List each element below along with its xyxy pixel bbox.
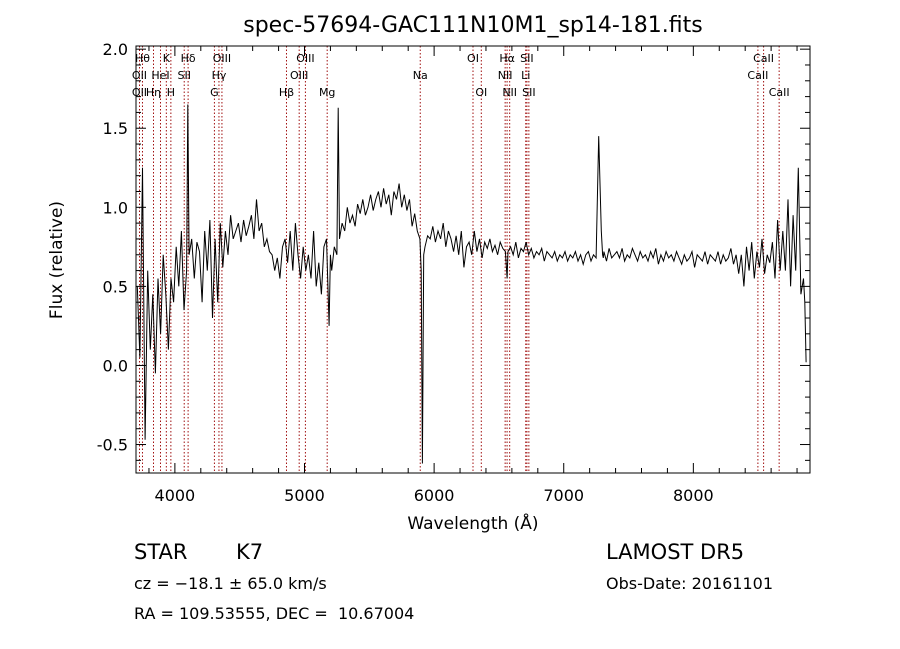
plot-frame	[135, 45, 811, 474]
x-tick-label: 6000	[414, 486, 455, 505]
line-marker-label: Li	[521, 69, 530, 82]
line-marker-label: SII	[522, 86, 535, 99]
observation-date: Obs-Date: 20161101	[606, 574, 774, 593]
line-marker-label: Hθ	[135, 52, 150, 65]
line-marker-label: SII	[520, 52, 533, 65]
line-marker-label: H	[167, 86, 175, 99]
line-marker-label: Hη	[146, 86, 161, 99]
line-marker-label: CaII	[769, 86, 790, 99]
y-tick-label: -0.5	[97, 436, 128, 455]
x-tick-label: 8000	[673, 486, 714, 505]
x-tick-label: 5000	[284, 486, 325, 505]
chart-title: spec-57694-GAC111N10M1_sp14-181.fits	[243, 13, 703, 38]
y-tick-label: 1.0	[103, 198, 128, 217]
spectrum-line	[136, 104, 807, 464]
x-axis-label: Wavelength (Å)	[407, 512, 538, 534]
y-tick-label: 1.5	[103, 119, 128, 138]
line-marker-label: OIII	[296, 52, 314, 65]
sky-coordinates: RA = 109.53555, DEC = 10.67004	[134, 604, 415, 623]
line-marker-label: OII	[132, 69, 147, 82]
redshift-velocity: cz = −18.1 ± 65.0 km/s	[134, 574, 327, 593]
emission-line-labels: HθOIIOIIHηHeIKHSIIHδGHγOIIIHβOIIIOIIIMgN…	[132, 52, 790, 99]
x-tick-label: 7000	[543, 486, 584, 505]
object-class: STAR	[134, 540, 188, 564]
line-marker-label: OI	[475, 86, 487, 99]
line-marker-label: OI	[467, 52, 479, 65]
survey-name: LAMOST DR5	[606, 540, 745, 564]
x-tick-label: 4000	[155, 486, 196, 505]
line-marker-label: Na	[413, 69, 428, 82]
line-marker-label: CaII	[747, 69, 768, 82]
line-marker-label: CaII	[753, 52, 774, 65]
line-marker-label: G	[210, 86, 219, 99]
line-marker-label: HeI	[151, 69, 169, 82]
y-axis-label: Flux (relative)	[47, 201, 67, 319]
line-marker-label: OIII	[290, 69, 308, 82]
line-marker-label: Mg	[319, 86, 335, 99]
y-tick-label: 2.0	[103, 40, 128, 59]
line-marker-label: Hβ	[279, 86, 294, 99]
y-tick-label: 0.0	[103, 356, 128, 375]
line-marker-label: OIII	[213, 52, 231, 65]
line-marker-label: SII	[177, 69, 190, 82]
line-marker-label: Hδ	[181, 52, 196, 65]
object-subclass: K7	[236, 540, 264, 564]
y-axis-ticks: -0.5 0.0 0.5 1.0 1.5 2.0	[97, 40, 810, 461]
y-tick-label: 0.5	[103, 277, 128, 296]
line-marker-label: Hγ	[212, 69, 227, 82]
line-marker-label: Hα	[499, 52, 515, 65]
x-axis-ticks: 4000 5000 6000 7000 8000	[148, 46, 798, 505]
line-marker-label: NII	[498, 69, 513, 82]
line-marker-label: K	[163, 52, 171, 65]
line-marker-label: NII	[502, 86, 517, 99]
